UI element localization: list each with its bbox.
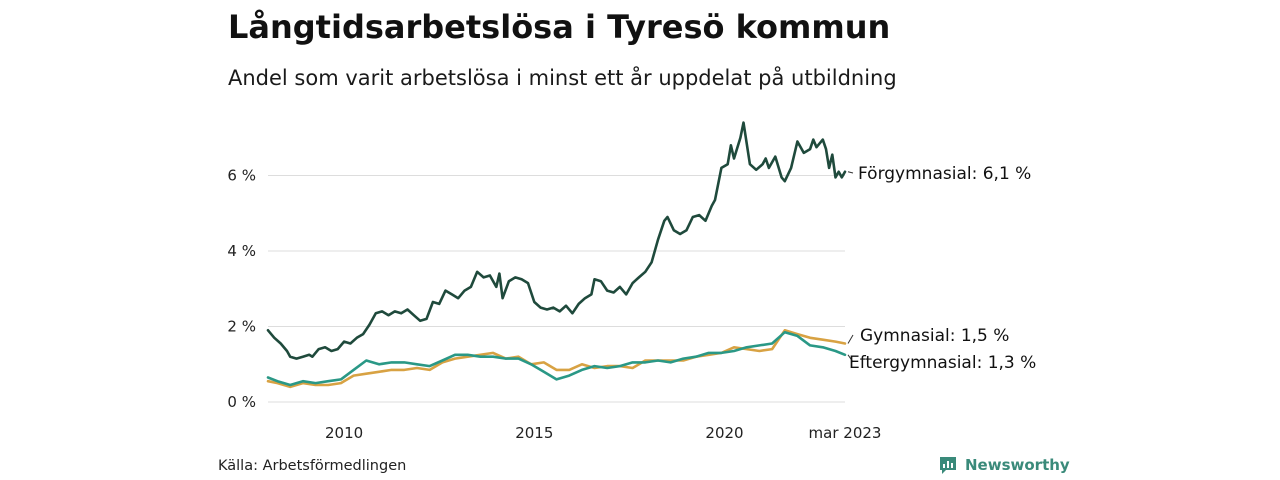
end-labels: Förgymnasial: 6,1 % Gymnasial: 1,5 % Efter… <box>847 164 1036 373</box>
x-tick-label: 2020 <box>705 424 743 442</box>
line-chart: 0 % 2 % 4 % 6 % 2010 2015 2020 mar 2023 Förgym… <box>227 121 1036 442</box>
x-axis-ticks: 2010 2015 2020 mar 2023 <box>325 424 881 442</box>
brand-name: Newsworthy <box>965 456 1070 474</box>
x-tick-label: 2015 <box>515 424 553 442</box>
source-note: Källa: Arbetsförmedlingen <box>218 458 407 474</box>
y-axis-ticks: 0 % 2 % 4 % 6 % <box>227 167 256 412</box>
chart-bubble-icon <box>940 457 956 474</box>
series-line-förgymnasial <box>266 121 847 360</box>
y-tick-label: 2 % <box>227 318 256 336</box>
series-line-gymnasial <box>266 329 847 389</box>
y-tick-label: 6 % <box>227 167 256 185</box>
x-tick-label: mar 2023 <box>809 424 882 442</box>
gridlines <box>268 175 845 403</box>
chart-subtitle: Andel som varit arbetslösa i minst ett å… <box>228 66 897 90</box>
y-tick-label: 0 % <box>227 393 256 411</box>
series-line-eftergymnasial <box>266 330 847 387</box>
y-tick-label: 4 % <box>227 242 256 260</box>
series-end-label: Eftergymnasial: 1,3 % <box>849 353 1036 373</box>
label-leader-line <box>847 354 854 363</box>
series-end-label: Förgymnasial: 6,1 % <box>858 164 1031 184</box>
brand-logo[interactable]: Newsworthy <box>938 455 1070 475</box>
label-leader-line <box>847 334 854 344</box>
series-end-label: Gymnasial: 1,5 % <box>860 326 1009 346</box>
series-lines <box>266 121 847 389</box>
label-leader-line <box>847 171 854 174</box>
x-tick-label: 2010 <box>325 424 363 442</box>
chart-title: Långtidsarbetslösa i Tyresö kommun <box>228 8 891 46</box>
